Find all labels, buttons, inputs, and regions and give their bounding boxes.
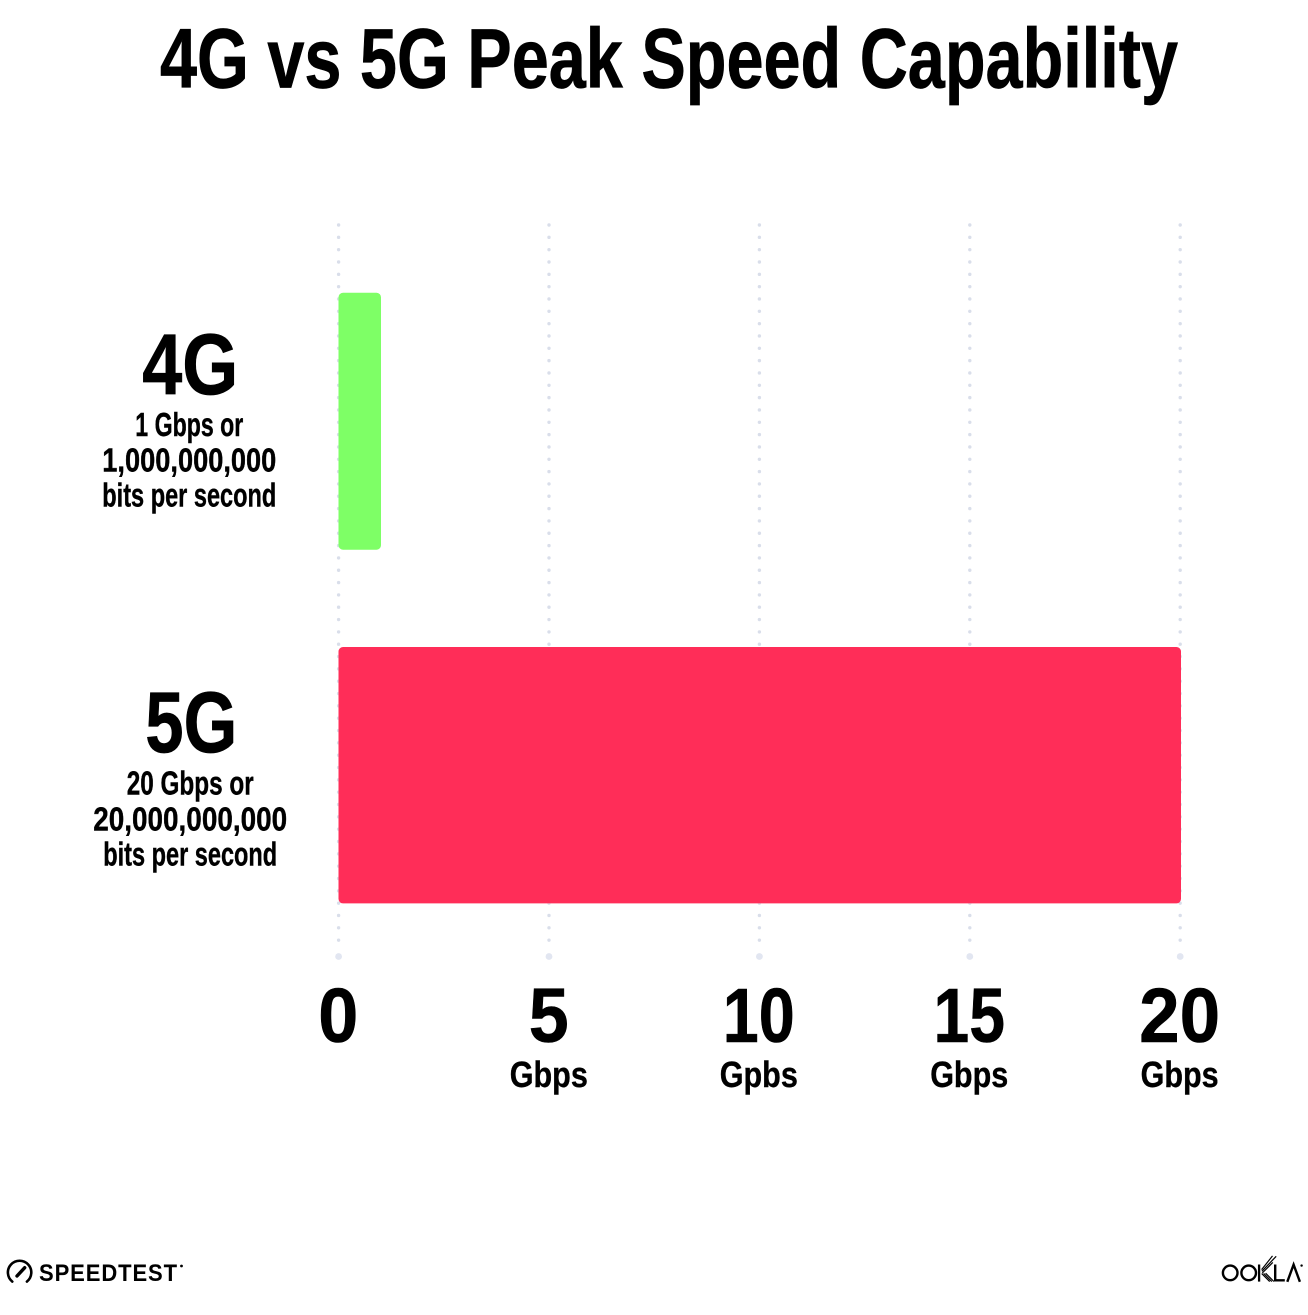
svg-text:Gpbs: Gpbs (720, 1054, 798, 1095)
svg-text:20,000,000,000: 20,000,000,000 (93, 801, 287, 838)
svg-text:1 Gbps or: 1 Gbps or (135, 406, 243, 443)
svg-text:20: 20 (1139, 973, 1220, 1059)
svg-text:20 Gbps or: 20 Gbps or (127, 765, 254, 802)
svg-text:bits per second: bits per second (103, 835, 277, 872)
svg-text:15: 15 (933, 973, 1005, 1059)
svg-text:5: 5 (529, 973, 569, 1059)
svg-text:Gbps: Gbps (1141, 1054, 1219, 1095)
svg-text:SPEEDTEST: SPEEDTEST (39, 1260, 178, 1287)
svg-text:4G: 4G (142, 317, 238, 413)
svg-text:1,000,000,000: 1,000,000,000 (102, 442, 276, 479)
svg-text:Gbps: Gbps (510, 1054, 588, 1095)
svg-text:10: 10 (723, 973, 795, 1059)
svg-text:0: 0 (318, 973, 358, 1059)
svg-text:5G: 5G (145, 675, 237, 771)
svg-text:Gbps: Gbps (930, 1054, 1008, 1095)
svg-text:bits per second: bits per second (102, 477, 276, 514)
svg-text:4G vs 5G Peak Speed Capability: 4G vs 5G Peak Speed Capability (160, 12, 1178, 106)
